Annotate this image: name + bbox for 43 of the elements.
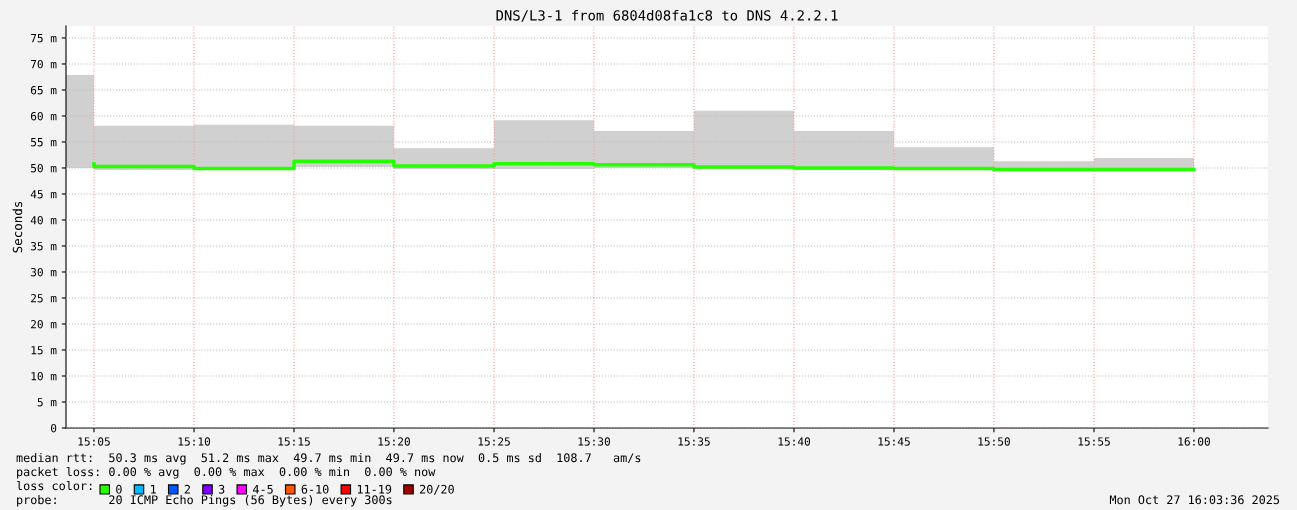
x-tick-label: 15:55 [1078, 437, 1110, 446]
x-tick-label: 15:20 [378, 437, 410, 446]
x-tick-label: 16:00 [1178, 437, 1210, 446]
text: median rtt: 50.3 ms avg 51.2 ms max 49.7 ms min 49.7 ms now 0.5 ms sd 108.7 am/s [16, 453, 641, 465]
y-tick-label: 30 m [30, 267, 57, 277]
y-tick-label: 45 m [30, 190, 57, 199]
x-tick-label: 15:40 [778, 437, 811, 446]
chart-title: DNS/L3-1 from 6804d08fa1c8 to DNS 4.2.2.1 [496, 9, 838, 22]
y-tick-label: 35 m [30, 241, 57, 251]
x-tick-label: 15:50 [978, 437, 1010, 446]
legend-label: 4-5 [252, 484, 273, 494]
y-tick-label: 55 m [30, 138, 57, 147]
y-tick-label: 70 m [30, 59, 57, 69]
legend-label: 1 [151, 484, 156, 494]
text: packet loss: 0.00 % avg 0.00 % max 0.00 % min 0.00 % now [17, 466, 436, 479]
y-tick-label: 25 m [31, 293, 57, 303]
legend-label: 2 [184, 484, 190, 494]
y-tick-label: 15 m [31, 346, 57, 355]
legend-label: 3 [218, 484, 225, 494]
y-tick-label: 60 m [30, 111, 57, 121]
x-tick-label: 15:15 [278, 437, 310, 446]
y-tick-label: 0 [51, 424, 57, 433]
y-tick-label: 65 m [30, 85, 57, 95]
legend-title: loss color: [16, 480, 92, 491]
x-tick-label: 15:45 [878, 437, 910, 446]
text: Mon Oct 27 16:03:36 2025 [1109, 495, 1280, 505]
x-tick-label: 15:25 [478, 437, 510, 446]
legend-label: 20/20 [420, 484, 454, 495]
y-axis-title: Seconds [12, 201, 23, 253]
x-tick-label: 15:10 [178, 437, 211, 446]
y-tick-label: 20 m [31, 319, 57, 329]
y-tick-label: 50 m [30, 163, 57, 173]
legend-label: 11-19 [357, 484, 392, 494]
legend-label: 0 [116, 484, 122, 494]
y-tick-label: 5 m [37, 398, 57, 407]
x-tick-label: 15:35 [678, 437, 710, 446]
y-tick-label: 40 m [30, 215, 57, 225]
y-tick-label: 75 m [30, 34, 57, 43]
y-tick-label: 10 m [31, 372, 57, 381]
legend-label: 6-10 [301, 484, 329, 494]
x-tick-label: 15:05 [78, 437, 110, 446]
x-tick-label: 15:30 [578, 437, 610, 446]
text: probe: 20 ICMP Echo Pings (56 Bytes) every 300s [17, 495, 392, 507]
